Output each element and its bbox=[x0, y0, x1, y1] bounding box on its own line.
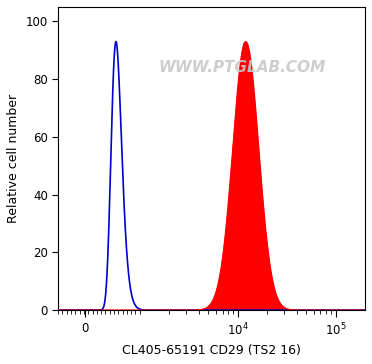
X-axis label: CL405-65191 CD29 (TS2 16): CL405-65191 CD29 (TS2 16) bbox=[122, 344, 301, 357]
Text: WWW.PTGLAB.COM: WWW.PTGLAB.COM bbox=[159, 60, 326, 75]
Y-axis label: Relative cell number: Relative cell number bbox=[7, 94, 20, 223]
